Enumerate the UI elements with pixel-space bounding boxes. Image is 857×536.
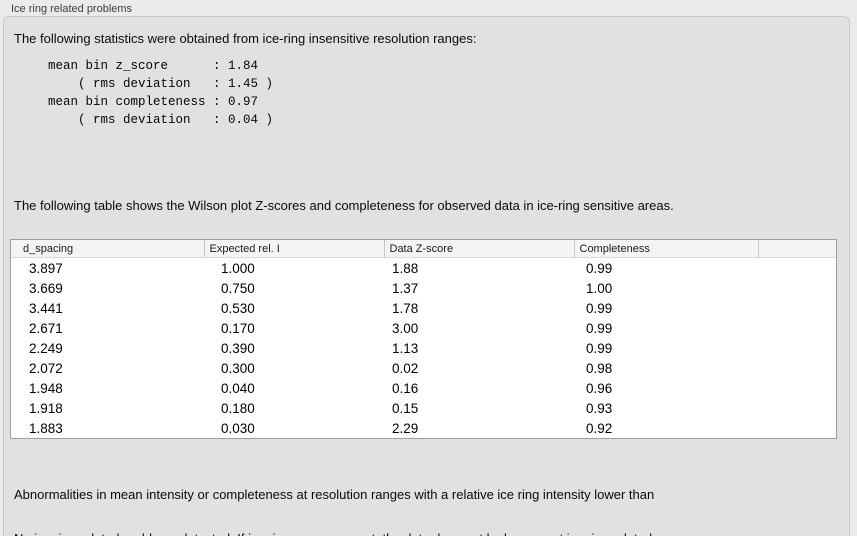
stats-line: mean bin z_score : 1.84 (48, 59, 259, 73)
table-cell: 0.02 (392, 360, 419, 376)
table-cell: 0.170 (221, 320, 255, 336)
table-cell (758, 338, 836, 358)
table-cell: 3.00 (392, 320, 419, 336)
table-cell: 0.96 (586, 380, 613, 396)
footnote-line: Abnormalities in mean intensity or compl… (14, 487, 655, 502)
stats-block: mean bin z_score : 1.84 ( rms deviation … (48, 57, 273, 129)
table-body: 3.897 1.000 1.88 0.99 3.669 0.750 1.37 1.00 3.44… (11, 258, 836, 439)
table-cell: 0.390 (221, 340, 255, 356)
table-cell: 1.13 (392, 340, 419, 356)
table-cell: 0.530 (221, 300, 255, 316)
table-row[interactable]: 3.897 1.000 1.88 0.99 (11, 258, 836, 279)
table-cell: 3.669 (29, 280, 63, 296)
table-row[interactable]: 2.249 0.390 1.13 0.99 (11, 338, 836, 358)
column-header[interactable]: d_spacing (11, 240, 204, 258)
stats-line: ( rms deviation : 0.04 ) (48, 113, 274, 127)
table-cell (758, 378, 836, 398)
table-cell (758, 418, 836, 438)
table-cell: 0.99 (586, 320, 613, 336)
table-cell: 1.000 (221, 260, 255, 276)
table-cell: 0.98 (586, 360, 613, 376)
table-cell: 0.16 (392, 380, 419, 396)
stats-line: mean bin completeness : 0.97 (48, 95, 259, 109)
stats-line: ( rms deviation : 1.45 ) (48, 77, 274, 91)
conclusion-text: No ice ring related problems detected. I… (14, 494, 652, 536)
intro-text: The following statistics were obtained f… (14, 31, 477, 46)
table-row[interactable]: 2.671 0.170 3.00 0.99 (11, 318, 836, 338)
table-cell: 0.99 (586, 260, 613, 276)
table-cell: 3.897 (29, 260, 63, 276)
table-cell: 0.92 (586, 420, 613, 436)
table-row[interactable]: 1.918 0.180 0.15 0.93 (11, 398, 836, 418)
group-box: The following statistics were obtained f… (3, 16, 850, 536)
column-header[interactable] (757, 240, 836, 258)
table-cell: 2.29 (392, 420, 419, 436)
table-cell: 0.180 (221, 400, 255, 416)
column-header[interactable]: Expected rel. I (203, 240, 384, 258)
table-cell (758, 278, 836, 298)
table-cell (758, 258, 836, 279)
table-row[interactable]: 3.669 0.750 1.37 1.00 (11, 278, 836, 298)
table-cell: 0.93 (586, 400, 613, 416)
table-cell: 0.15 (392, 400, 419, 416)
table-header-row: d_spacing Expected rel. I Data Z-score Comp… (11, 240, 836, 258)
footnote-text: Abnormalities in mean intensity or compl… (14, 450, 654, 536)
table-cell (758, 318, 836, 338)
table-cell: 1.00 (586, 280, 613, 296)
table-cell: 0.99 (586, 340, 613, 356)
table-cell: 1.883 (29, 420, 63, 436)
table-row[interactable]: 2.072 0.300 0.02 0.98 (11, 358, 836, 378)
table-cell (758, 298, 836, 318)
table-cell (758, 398, 836, 418)
group-box-title: Ice ring related problems (11, 3, 133, 15)
table-row[interactable]: 3.441 0.530 1.78 0.99 (11, 298, 836, 318)
table-cell: 2.072 (29, 360, 63, 376)
table-cell: 0.750 (221, 280, 255, 296)
table-cell: 1.78 (392, 300, 419, 316)
conclusion-line: No ice ring related problems detected. I… (14, 530, 652, 536)
table-row[interactable]: 1.948 0.040 0.16 0.96 (11, 378, 836, 398)
table-cell: 0.030 (221, 420, 255, 436)
ice-ring-table: d_spacing Expected rel. I Data Z-score Comp… (11, 240, 836, 438)
table-cell: 2.249 (29, 340, 63, 356)
column-header[interactable]: Data Z-score (383, 240, 574, 258)
table-row[interactable]: 1.883 0.030 2.29 0.92 (11, 418, 836, 438)
table-cell: 1.37 (392, 280, 419, 296)
table-cell: 0.300 (221, 360, 255, 376)
table-cell (758, 358, 836, 378)
column-header[interactable]: Completeness (573, 240, 758, 258)
table-cell: 0.99 (586, 300, 613, 316)
ice-ring-table-container: d_spacing Expected rel. I Data Z-score Comp… (10, 239, 837, 439)
table-cell: 1.88 (392, 260, 419, 276)
table-cell: 1.948 (29, 380, 63, 396)
table-cell: 2.671 (29, 320, 63, 336)
description-line: The following table shows the Wilson plo… (14, 198, 674, 213)
table-cell: 1.918 (29, 400, 63, 416)
table-cell: 3.441 (29, 300, 63, 316)
table-cell: 0.040 (221, 380, 255, 396)
